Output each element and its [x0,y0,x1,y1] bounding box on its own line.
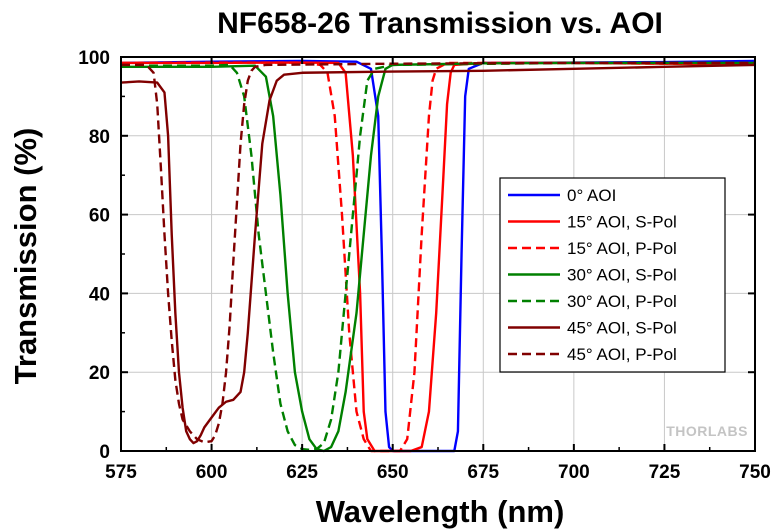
series-line-5 [120,63,756,445]
legend-label-0: 0° AOI [567,186,616,205]
x-tick-label: 700 [558,462,590,483]
x-tick-label: 650 [377,462,409,483]
legend: 0° AOI 15° AOI, S-Pol 15° AOI, P-Pol 30° AO… [499,177,726,373]
x-tick-label: 675 [467,462,499,483]
y-tick-label: 80 [89,127,110,148]
x-tick-label: 725 [649,462,681,483]
x-tick-label: 600 [196,462,228,483]
x-axis-label: Wavelength (nm) [316,494,565,529]
series-line-6 [121,61,755,444]
y-axis-label: Transmission (%) [8,128,43,385]
x-tick-label: 625 [286,462,318,483]
legend-label-5: 45° AOI, S-Pol [567,319,677,338]
legend-label-4: 30° AOI, P-Pol [567,292,677,311]
legend-label-2: 15° AOI, P-Pol [567,239,677,258]
x-tick-label: 750 [739,462,771,483]
x-tick-label: 575 [105,462,137,483]
y-tick-label: 100 [78,48,110,69]
legend-label-1: 15° AOI, S-Pol [567,213,677,232]
chart-title: NF658-26 Transmission vs. AOI [217,7,663,40]
legend-label-3: 30° AOI, S-Pol [567,266,677,285]
thorlabs-watermark: THORLABS [666,423,748,439]
legend-label-6: 45° AOI, P-Pol [567,345,677,364]
y-tick-label: 0 [99,442,110,463]
y-tick-label: 60 [89,206,110,227]
axes: 575 600 625 650 675 700 725 750 0 20 40 60 80 100 [78,48,771,483]
series-line-4 [121,61,755,452]
y-tick-label: 40 [89,284,110,305]
y-tick-label: 20 [89,363,110,384]
